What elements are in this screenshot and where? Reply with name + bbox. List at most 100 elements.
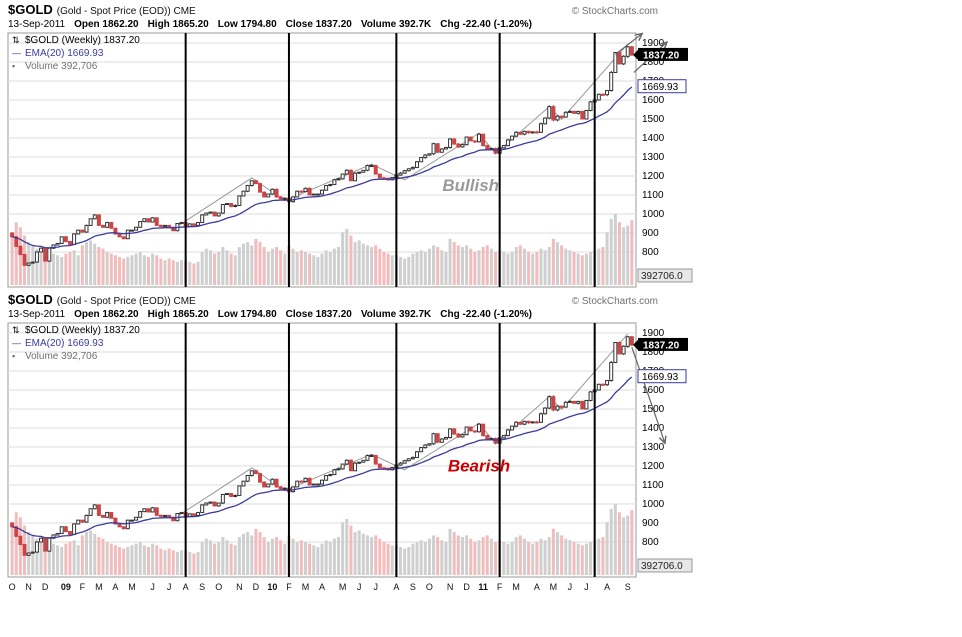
candle-body (514, 421, 519, 427)
volume-bar (617, 222, 621, 285)
volume-bar (126, 256, 130, 285)
candle-body (212, 501, 217, 507)
volume-bar (328, 252, 332, 285)
volume-bar (155, 255, 159, 285)
price-tick-label: 1200 (642, 171, 665, 182)
volume-bar (531, 253, 535, 285)
volume-bar (605, 232, 609, 285)
candle-body (224, 493, 229, 496)
candle-body (258, 183, 263, 193)
volume-bar (295, 252, 299, 285)
volume-bar (320, 543, 324, 575)
quote-item-open: Open 1862.20 (74, 18, 139, 30)
month-label: N (446, 582, 454, 592)
volume-bar (204, 538, 208, 575)
candle-body (88, 508, 93, 516)
volume-bar (72, 250, 76, 285)
volume-bar (452, 532, 456, 575)
price-tick-label: 900 (642, 518, 659, 529)
month-label: D (41, 582, 49, 592)
volume-bar (399, 546, 402, 575)
volume-bar (403, 548, 407, 575)
volume-bar (481, 247, 485, 285)
volume-bar (597, 248, 601, 285)
candle-body (303, 477, 308, 483)
volume-bar (630, 510, 634, 575)
volume-bar (31, 535, 35, 575)
chart-legend: ⇅ $GOLD (Weekly) 1837.20 — EMA(20) 1669.93… (12, 34, 140, 73)
volume-bar (551, 238, 555, 285)
volume-bar (411, 253, 415, 285)
volume-bar (134, 543, 138, 575)
symbol-description: (Gold - Spot Price (EOD)) CME (56, 6, 196, 17)
candle-body (10, 232, 15, 238)
candle-body (315, 483, 320, 486)
ema-value-box (637, 79, 687, 94)
candle-body (30, 261, 35, 264)
candle-body (460, 144, 465, 148)
volume-bar (510, 252, 514, 285)
volume-bar (547, 247, 551, 285)
volume-bar (357, 530, 361, 575)
annotation-bearish: Bearish (448, 457, 510, 476)
volume-bar (473, 542, 477, 575)
volume-bar (279, 250, 283, 285)
volume-bar (64, 543, 68, 575)
volume-bar (275, 247, 279, 285)
volume-bar (68, 252, 72, 285)
volume-bar (361, 533, 365, 575)
month-label: D (252, 582, 260, 592)
candle-body (439, 438, 444, 443)
candle-body (179, 512, 184, 515)
candle-body (158, 514, 163, 517)
volume-bar (175, 551, 179, 575)
volume-bar (163, 550, 167, 575)
volume-bar (609, 509, 613, 575)
last-price-notch (633, 339, 638, 350)
volume-bar (560, 245, 564, 285)
quote-values: Open 1862.20 High 1865.20 Low 1794.80 Close… (74, 19, 541, 30)
volume-bar (576, 253, 580, 285)
volume-bar (275, 537, 279, 575)
ema-value-label: 1669.93 (642, 82, 679, 93)
ema-value-box (637, 369, 687, 384)
candle-body (468, 426, 473, 432)
candle-body (419, 157, 424, 163)
candle-body (448, 428, 453, 438)
candle-body (423, 154, 428, 159)
volume-bar (415, 542, 419, 575)
candle-body (92, 504, 97, 510)
volume-bar (564, 538, 568, 575)
candle-body (76, 519, 81, 525)
year-label: 10 (267, 582, 278, 592)
candle-body (47, 537, 52, 552)
quote-values: Open 1862.20 High 1865.20 Low 1794.80 Close… (74, 309, 541, 320)
volume-bar (320, 253, 324, 285)
volume-bar (204, 248, 208, 285)
candle-body (344, 169, 349, 175)
volume-bar (432, 535, 436, 575)
candle-body (92, 214, 97, 220)
candle-body (526, 130, 531, 134)
candle-body (14, 236, 19, 247)
candle-body (468, 136, 473, 142)
volume-bar (254, 528, 258, 575)
candle-body (538, 123, 543, 133)
projection-arrow (631, 347, 665, 443)
volume-bar (221, 537, 225, 575)
price-tick-label: 1600 (642, 95, 665, 106)
price-tick-label: 1900 (642, 328, 665, 339)
candle-body (435, 143, 440, 153)
candle-body (76, 229, 81, 235)
candle-body (167, 514, 172, 518)
candle-body (443, 147, 448, 150)
candle-body (332, 469, 337, 476)
candle-body (559, 115, 564, 118)
volume-bar (436, 537, 440, 575)
candle-body (295, 480, 300, 488)
candle-body (534, 421, 539, 424)
volume-bar (76, 255, 80, 285)
candle-body (472, 140, 477, 143)
candle-body (138, 511, 143, 518)
candle-body (605, 380, 610, 386)
